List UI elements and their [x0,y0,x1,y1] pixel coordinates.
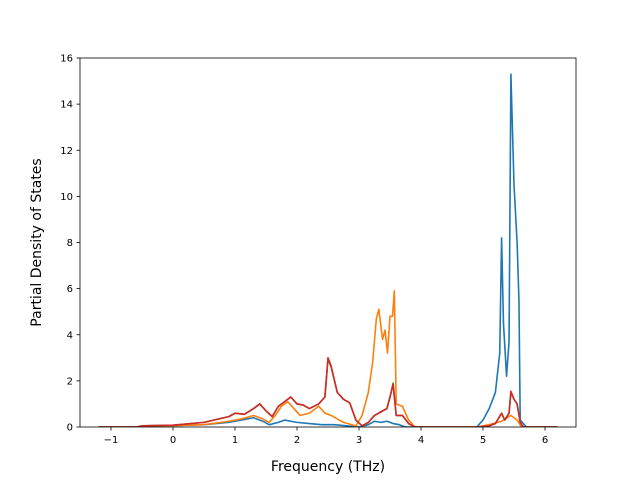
series-line-1 [98,73,558,427]
y-axis-label: Partial Density of States [29,158,45,326]
y-axis-ticks: 0 2 4 6 8 10 12 14 16 [60,54,80,434]
y-tick-label: 8 [67,238,73,249]
y-tick-label: 6 [67,284,73,295]
x-tick-label: 1 [232,435,238,446]
y-tick-label: 12 [60,146,73,157]
y-tick-label: 16 [60,54,73,65]
x-tick-label: −1 [104,435,119,446]
x-axis-label: Frequency (THz) [271,459,385,475]
x-tick-label: 4 [418,435,424,446]
y-tick-label: 14 [60,100,73,111]
x-tick-label: 0 [170,435,176,446]
series-line-2 [98,290,558,427]
y-tick-label: 0 [67,423,73,434]
x-tick-label: 5 [480,435,486,446]
x-tick-label: 3 [356,435,362,446]
y-tick-label: 10 [60,192,73,203]
series-layer [98,73,558,427]
y-tick-label: 4 [67,330,73,341]
x-axis-ticks: −1 0 1 2 3 4 5 6 [104,427,548,446]
x-tick-label: 2 [294,435,300,446]
x-tick-label: 6 [542,435,548,446]
series-line-4 [98,357,558,427]
y-tick-label: 2 [67,376,73,387]
